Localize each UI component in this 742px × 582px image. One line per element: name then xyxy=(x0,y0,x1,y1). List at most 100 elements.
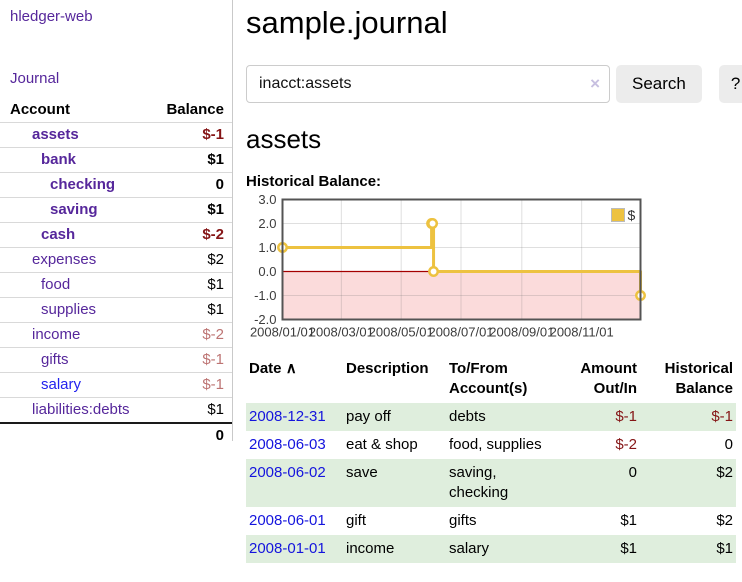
data-point-marker[interactable] xyxy=(428,266,439,278)
chart-title: Historical Balance: xyxy=(246,173,382,191)
account-balance: 0 xyxy=(215,176,224,193)
transaction-balance: $2 xyxy=(640,459,736,508)
column-header-accounts: To/From Account(s) xyxy=(449,360,528,398)
account-link-liabilities-debts[interactable]: liabilities:debts xyxy=(32,401,130,418)
transaction-accounts: debts xyxy=(446,403,558,432)
account-link-supplies[interactable]: supplies xyxy=(41,301,97,318)
plot-border xyxy=(281,198,642,321)
y-axis-tick-label: 0.0 xyxy=(258,264,276,279)
transaction-date-link[interactable]: 2008-01-01 xyxy=(249,540,326,558)
column-header-description: Description xyxy=(346,360,429,378)
search-button[interactable]: Search xyxy=(616,65,702,104)
transaction-description: income xyxy=(343,535,446,564)
account-balance: $-1 xyxy=(202,126,224,143)
account-balance: $-2 xyxy=(202,226,224,243)
x-axis-tick-label: 2008/11/01 xyxy=(550,325,614,340)
transaction-description: save xyxy=(343,459,446,508)
account-row-income: income $-2 xyxy=(0,322,232,347)
transaction-date-link[interactable]: 2008-12-31 xyxy=(249,408,326,426)
y-axis-tick-label: 2.0 xyxy=(258,216,276,231)
y-axis-tick-label: 1.0 xyxy=(258,240,276,255)
transaction-amount: $-2 xyxy=(615,436,637,454)
sidebar: hledger-web Journal Account Balance asse… xyxy=(0,0,233,444)
x-axis-tick-label: 2008/09/01 xyxy=(489,325,554,340)
account-balance: $1 xyxy=(207,276,224,293)
account-balance: $1 xyxy=(207,401,224,418)
historical-balance-chart: 3.0 2.0 1.0 0.0 -1.0 -2.0 2008/01/01 2008/03/01… xyxy=(246,190,742,345)
transaction-balance: $1 xyxy=(640,535,736,564)
sort-ascending-icon: ∧ xyxy=(285,360,297,378)
account-link-income[interactable]: income xyxy=(32,326,81,343)
account-link-expenses[interactable]: expenses xyxy=(32,251,97,268)
sidebar-item-journal[interactable]: Journal xyxy=(10,70,60,87)
chart-canvas: 3.0 2.0 1.0 0.0 -1.0 -2.02008/01/012008/03/01… xyxy=(250,192,646,340)
y-axis-tick-label: -1.0 xyxy=(254,288,276,303)
transaction-amount: 0 xyxy=(558,459,640,508)
transaction-amount: $1 xyxy=(558,535,640,564)
account-row-cash: cash $-2 xyxy=(0,222,232,247)
account-balance: $-2 xyxy=(202,326,224,343)
account-balance: $2 xyxy=(207,251,224,268)
transaction-date-link[interactable]: 2008-06-01 xyxy=(249,512,326,530)
transaction-accounts: food, supplies xyxy=(449,436,542,454)
app-layout: hledger-web Journal Account Balance asse… xyxy=(0,0,742,564)
x-axis-tick-label: 2008/03/01 xyxy=(309,325,374,340)
register-row: 2008-06-03 eat & shop food, supplies $-2… xyxy=(246,431,736,459)
account-link-bank[interactable]: bank xyxy=(41,151,77,168)
account-balance: $1 xyxy=(207,201,224,218)
account-link-assets[interactable]: assets xyxy=(32,126,79,143)
account-row-liabilities-debts: liabilities:debts $1 xyxy=(0,397,232,422)
account-link-gifts[interactable]: gifts xyxy=(41,351,69,368)
transaction-balance: $2 xyxy=(716,512,733,530)
transaction-date-link[interactable]: 2008-06-02 xyxy=(249,464,326,482)
help-button[interactable]: ? xyxy=(718,65,742,104)
account-link-food[interactable]: food xyxy=(41,276,71,293)
y-axis-tick-label: -2.0 xyxy=(254,312,276,327)
page-title: sample.journal xyxy=(246,5,448,40)
register-row: 2008-12-31 pay off debts $-1 $-1 xyxy=(246,403,736,432)
clear-search-icon[interactable]: × xyxy=(590,74,600,94)
transaction-description: gift xyxy=(346,512,367,530)
account-balance: $-1 xyxy=(202,376,224,393)
transaction-balance: 0 xyxy=(724,436,733,454)
account-row-assets: assets $-1 xyxy=(0,122,232,147)
account-row-expenses: expenses $2 xyxy=(0,247,232,272)
legend-swatch xyxy=(611,208,625,223)
account-row-salary: salary $-1 xyxy=(0,372,232,397)
x-axis-tick-label: 2008/05/01 xyxy=(369,325,434,340)
data-point-marker[interactable] xyxy=(427,218,439,230)
account-row-gifts: gifts $-1 xyxy=(0,347,232,372)
transaction-accounts: gifts xyxy=(449,512,477,530)
account-row-checking: checking 0 xyxy=(0,172,232,197)
account-link-saving[interactable]: saving xyxy=(50,201,98,218)
search-bar: × Search ? xyxy=(246,65,742,104)
negative-region xyxy=(283,272,640,319)
transaction-date-link[interactable]: 2008-06-03 xyxy=(249,436,326,454)
balance-column-header: Balance xyxy=(166,101,224,118)
transaction-amount: $-1 xyxy=(558,403,640,432)
account-total-value: 0 xyxy=(215,427,224,444)
account-column-header: Account xyxy=(10,101,70,118)
account-heading: assets xyxy=(246,124,322,155)
transaction-balance: $-1 xyxy=(640,403,736,432)
brand-link[interactable]: hledger-web xyxy=(10,8,93,25)
account-link-checking[interactable]: checking xyxy=(50,176,116,193)
x-axis-tick-label: 2008/07/01 xyxy=(428,325,493,340)
transaction-amount: $1 xyxy=(620,512,637,530)
transaction-accounts: salary xyxy=(446,535,558,564)
main-content: sample.journal × Search ? assets Histori… xyxy=(233,0,742,564)
account-link-salary[interactable]: salary xyxy=(41,376,82,393)
account-balance: $-1 xyxy=(202,351,224,368)
search-input[interactable] xyxy=(246,65,610,104)
transaction-accounts: saving, checking xyxy=(446,459,558,508)
account-link-cash[interactable]: cash xyxy=(41,226,76,243)
register-row: 2008-06-02 save saving, checking 0 $2 xyxy=(246,459,736,508)
account-row-saving: saving $1 xyxy=(0,197,232,222)
transaction-description: eat & shop xyxy=(346,436,418,454)
account-row-supplies: supplies $1 xyxy=(0,297,232,322)
account-balance: $1 xyxy=(207,301,224,318)
register-table: Date ∧ Description To/From Account(s) Am… xyxy=(246,359,736,564)
column-header-date[interactable]: Date ∧ xyxy=(249,360,297,378)
register-row: 2008-01-01 income salary $1 $1 xyxy=(246,535,736,564)
account-balance: $1 xyxy=(207,151,224,168)
